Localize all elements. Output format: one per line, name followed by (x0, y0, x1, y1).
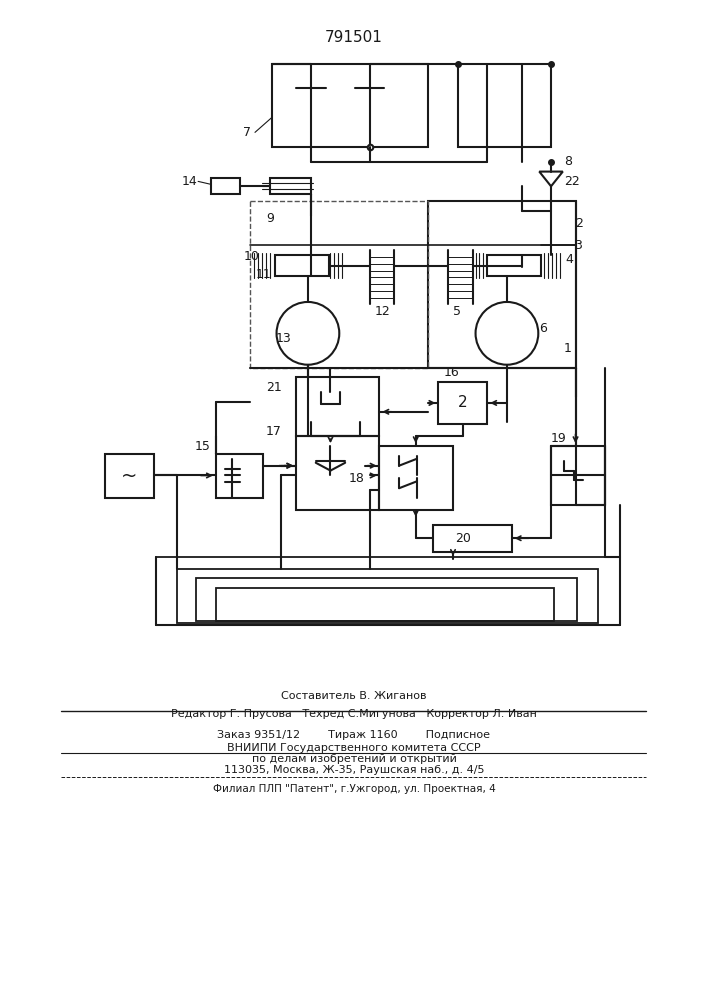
Text: 20: 20 (455, 532, 471, 545)
Bar (105, 454, 154, 498)
Text: 17: 17 (266, 425, 281, 438)
Bar (177, 569, 598, 623)
Text: по делам изобретений и открытий: по делам изобретений и открытий (252, 754, 457, 764)
Bar (487, 255, 542, 276)
Text: 791501: 791501 (325, 30, 383, 45)
Bar (271, 64, 428, 147)
Text: 15: 15 (195, 440, 211, 453)
Text: 9: 9 (267, 212, 274, 225)
Text: ВНИИПИ Государственного комитета СССР: ВНИИПИ Государственного комитета СССР (227, 743, 481, 753)
Text: 16: 16 (443, 366, 459, 379)
Text: 6: 6 (539, 322, 547, 335)
Text: 19: 19 (551, 432, 567, 445)
Circle shape (276, 302, 339, 365)
Text: 7: 7 (243, 126, 251, 139)
Bar (216, 454, 263, 498)
Text: 13: 13 (276, 332, 291, 345)
Bar (428, 201, 575, 368)
Bar (296, 377, 380, 436)
Text: Редактор Г. Прусова   Техред С.Мигунова   Корректор Л. Иван: Редактор Г. Прусова Техред С.Мигунова Ко… (171, 709, 537, 719)
Bar (196, 578, 576, 621)
Text: 113035, Москва, Ж-35, Раушская наб., д. 4/5: 113035, Москва, Ж-35, Раушская наб., д. … (223, 765, 484, 775)
Text: ~: ~ (122, 467, 138, 486)
Text: Заказ 9351/12        Тираж 1160        Подписное: Заказ 9351/12 Тираж 1160 Подписное (218, 730, 491, 740)
Bar (458, 64, 551, 147)
Text: 4: 4 (566, 253, 573, 266)
Text: 11: 11 (256, 268, 271, 281)
Text: 22: 22 (563, 175, 580, 188)
Text: 14: 14 (182, 175, 197, 188)
Text: 12: 12 (375, 305, 390, 318)
Text: Филиал ПЛП "Патент", г.Ужгород, ул. Проектная, 4: Филиал ПЛП "Патент", г.Ужгород, ул. Прое… (213, 784, 496, 794)
Bar (551, 446, 605, 505)
Text: 2: 2 (575, 217, 583, 230)
Bar (269, 178, 311, 194)
Text: 10: 10 (244, 250, 260, 263)
Text: 21: 21 (266, 381, 281, 394)
Bar (211, 178, 240, 194)
Bar (274, 255, 329, 276)
Text: 2: 2 (458, 395, 467, 410)
Bar (216, 588, 554, 621)
Text: 3: 3 (573, 239, 581, 252)
Bar (433, 525, 512, 552)
Bar (438, 382, 487, 424)
Bar (156, 557, 619, 625)
Text: 18: 18 (349, 472, 365, 485)
Text: 1: 1 (563, 342, 572, 355)
Bar (296, 436, 380, 510)
Text: Составитель В. Жиганов: Составитель В. Жиганов (281, 691, 427, 701)
Text: 5: 5 (453, 305, 461, 318)
Bar (380, 446, 453, 510)
Text: 8: 8 (563, 155, 572, 168)
Circle shape (476, 302, 538, 365)
